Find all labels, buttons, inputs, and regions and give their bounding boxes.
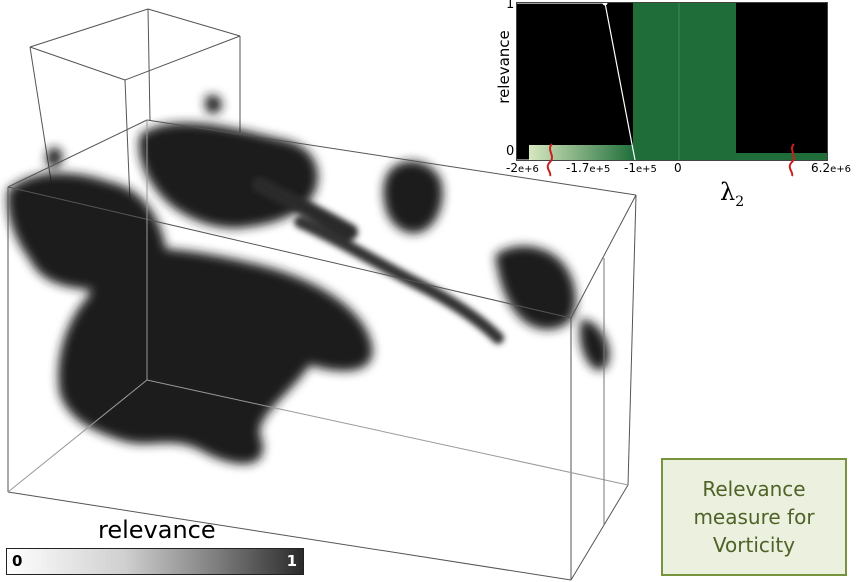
annotation-line-1: Relevance	[702, 477, 806, 501]
colorbar-max-label: 1	[286, 552, 297, 570]
relevance-colorbar: 0 1	[6, 548, 304, 575]
vortex-streak	[252, 177, 504, 344]
tf-x-tick-5: 6.2e+6	[811, 161, 851, 175]
relevance-blobs	[7, 95, 610, 464]
tf-light-range	[529, 145, 634, 160]
axis-break-marks	[546, 143, 795, 177]
tf-curve[interactable]	[517, 3, 636, 160]
rear-box-wireframe	[29, 8, 241, 203]
colorbar-title: relevance	[98, 516, 216, 544]
tf-y-tick-max: 1	[506, 0, 515, 12]
tf-control-point[interactable]	[602, 3, 608, 6]
transfer-function-editor[interactable]: relevance 1 0 -2e+6 -1.7e+5 -1e+5 0 6.2e…	[486, 0, 859, 210]
colorbar-min-label: 0	[12, 552, 23, 570]
annotation-line-3: Vorticity	[712, 533, 796, 557]
axis-break-left-icon	[546, 143, 553, 177]
tf-x-tick-1: -2e+6	[506, 161, 539, 175]
annotation-box: Relevance measure for Vorticity	[661, 458, 847, 576]
tf-x-tick-2: -1.7e+5	[566, 161, 611, 175]
tf-plot-area[interactable]	[516, 2, 828, 161]
tf-x-tick-4: 0	[674, 161, 682, 175]
tf-right-band	[736, 153, 827, 160]
tf-y-tick-min: 0	[506, 144, 515, 159]
tf-y-axis-label: relevance	[495, 30, 513, 104]
tf-x-tick-3: -1e+5	[624, 161, 657, 175]
tf-green-band[interactable]	[633, 3, 736, 160]
axis-break-right-icon	[788, 143, 795, 177]
tf-x-axis-label: λ2	[720, 178, 745, 210]
annotation-line-2: measure for	[693, 505, 815, 529]
main-box-wireframe	[7, 119, 637, 581]
